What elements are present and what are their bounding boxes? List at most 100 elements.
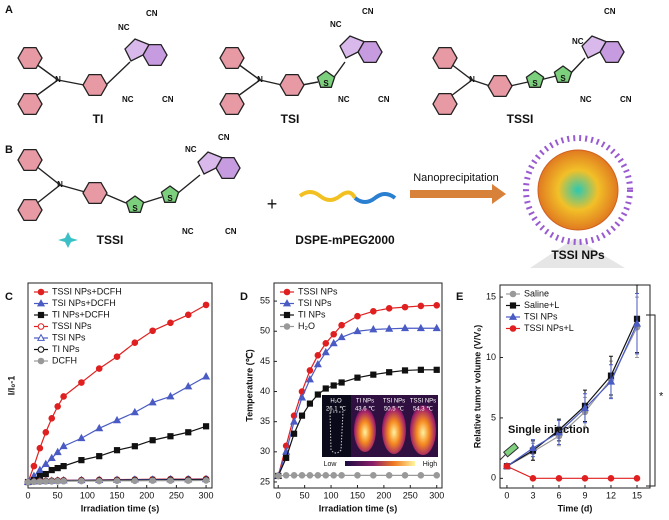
marker bbox=[353, 326, 362, 335]
marker bbox=[149, 477, 156, 484]
series-line bbox=[506, 323, 638, 467]
x-axis-label: Irradiation time (s) bbox=[81, 503, 160, 513]
cyano: NC bbox=[330, 20, 342, 29]
marker bbox=[298, 412, 306, 419]
panel-a: A N NC CN NC CN TI N S NC CN NC CN TSI N… bbox=[5, 4, 632, 126]
atom: S bbox=[132, 204, 138, 213]
marker bbox=[400, 323, 410, 332]
cyano: CN bbox=[620, 95, 632, 104]
panel-b: B N S S NC CN NC CN + Nanoprecipitation … bbox=[5, 133, 633, 268]
x-tick-label: 12 bbox=[606, 490, 616, 500]
y-axis-label: Relative tumor volume (V/V₀) bbox=[472, 325, 482, 449]
marker bbox=[290, 430, 298, 437]
legend-marker bbox=[36, 299, 46, 307]
y-tick-label: 25 bbox=[260, 476, 270, 486]
legend-marker bbox=[509, 325, 517, 332]
y-tick-label: 30 bbox=[260, 446, 270, 456]
marker bbox=[306, 472, 314, 479]
legend-label: TSI NPs bbox=[524, 311, 558, 321]
component-label: TSSI bbox=[97, 233, 124, 247]
lipid bbox=[298, 190, 357, 202]
legend-label: TI NPs bbox=[52, 344, 80, 354]
legend-marker bbox=[36, 333, 46, 341]
x-tick-label: 250 bbox=[403, 490, 418, 500]
marker bbox=[298, 472, 306, 479]
panel-label: E bbox=[456, 291, 463, 303]
y-tick-label: 45 bbox=[260, 356, 270, 366]
marker bbox=[306, 367, 314, 374]
marker bbox=[330, 330, 337, 338]
x-tick-label: 6 bbox=[556, 490, 561, 500]
y-axis-label: I/I₀-1 bbox=[6, 376, 16, 396]
marker bbox=[167, 319, 174, 327]
marker bbox=[148, 397, 157, 406]
x-tick-label: 150 bbox=[350, 490, 365, 500]
marker bbox=[167, 477, 174, 484]
cyano: NC bbox=[572, 37, 584, 46]
inset-label: TI NPs bbox=[356, 399, 374, 405]
marker bbox=[385, 472, 393, 479]
legend-label: DCFH bbox=[52, 355, 77, 365]
legend-label: Saline bbox=[524, 288, 549, 298]
x-axis-label: Irradiation time (s) bbox=[319, 503, 398, 513]
marker bbox=[30, 478, 38, 486]
legend-marker bbox=[37, 311, 45, 319]
marker bbox=[297, 393, 307, 401]
legend-marker bbox=[37, 346, 45, 353]
marker bbox=[385, 324, 394, 332]
inset-label: 50.5 ℃ bbox=[384, 407, 404, 413]
colorbar-label: Low bbox=[324, 461, 338, 468]
marker bbox=[369, 324, 378, 333]
marker bbox=[314, 472, 322, 479]
component-label: TSSI NPs bbox=[551, 248, 605, 262]
marker bbox=[554, 427, 564, 436]
marker bbox=[131, 443, 138, 450]
marker bbox=[313, 359, 322, 368]
marker bbox=[580, 403, 590, 412]
marker bbox=[354, 312, 361, 320]
cyano: NC bbox=[580, 95, 592, 104]
marker bbox=[528, 443, 537, 452]
panel-label: A bbox=[5, 4, 13, 16]
peg bbox=[353, 192, 397, 204]
x-tick-label: 0 bbox=[25, 490, 30, 500]
legend-label: H₂O bbox=[298, 321, 315, 331]
marker bbox=[41, 459, 50, 468]
marker bbox=[385, 305, 393, 312]
marker bbox=[78, 457, 85, 464]
x-tick-label: 0 bbox=[276, 490, 281, 500]
marker bbox=[555, 475, 563, 482]
atom: N bbox=[55, 75, 61, 84]
legend-label: TI NPs+DCFH bbox=[52, 309, 110, 319]
marker bbox=[36, 444, 44, 452]
marker bbox=[113, 477, 121, 485]
marker bbox=[30, 462, 38, 470]
legend-label: TSI NPs+DCFH bbox=[52, 298, 116, 308]
star bbox=[58, 232, 78, 248]
marker bbox=[149, 437, 156, 444]
y-tick-label: 55 bbox=[260, 295, 270, 305]
legend-label: Saline+L bbox=[524, 300, 559, 310]
marker bbox=[417, 366, 424, 373]
marker bbox=[606, 377, 616, 385]
x-tick-label: 300 bbox=[199, 490, 214, 500]
marker bbox=[386, 369, 393, 376]
bonds bbox=[237, 61, 346, 97]
marker bbox=[149, 327, 156, 335]
legend-label: TSSI NPs bbox=[52, 321, 92, 331]
marker bbox=[202, 372, 211, 380]
marker bbox=[306, 400, 314, 407]
marker bbox=[314, 352, 322, 359]
marker bbox=[54, 464, 61, 472]
marker bbox=[417, 472, 425, 479]
legend-marker bbox=[508, 312, 518, 320]
cyano: NC bbox=[118, 23, 130, 32]
marker bbox=[370, 472, 377, 479]
marker bbox=[305, 375, 314, 383]
marker bbox=[184, 382, 193, 390]
marker bbox=[290, 417, 299, 425]
cyano: NC bbox=[338, 95, 350, 104]
marker bbox=[131, 339, 139, 347]
inset-label: TSI NPs bbox=[383, 399, 405, 405]
